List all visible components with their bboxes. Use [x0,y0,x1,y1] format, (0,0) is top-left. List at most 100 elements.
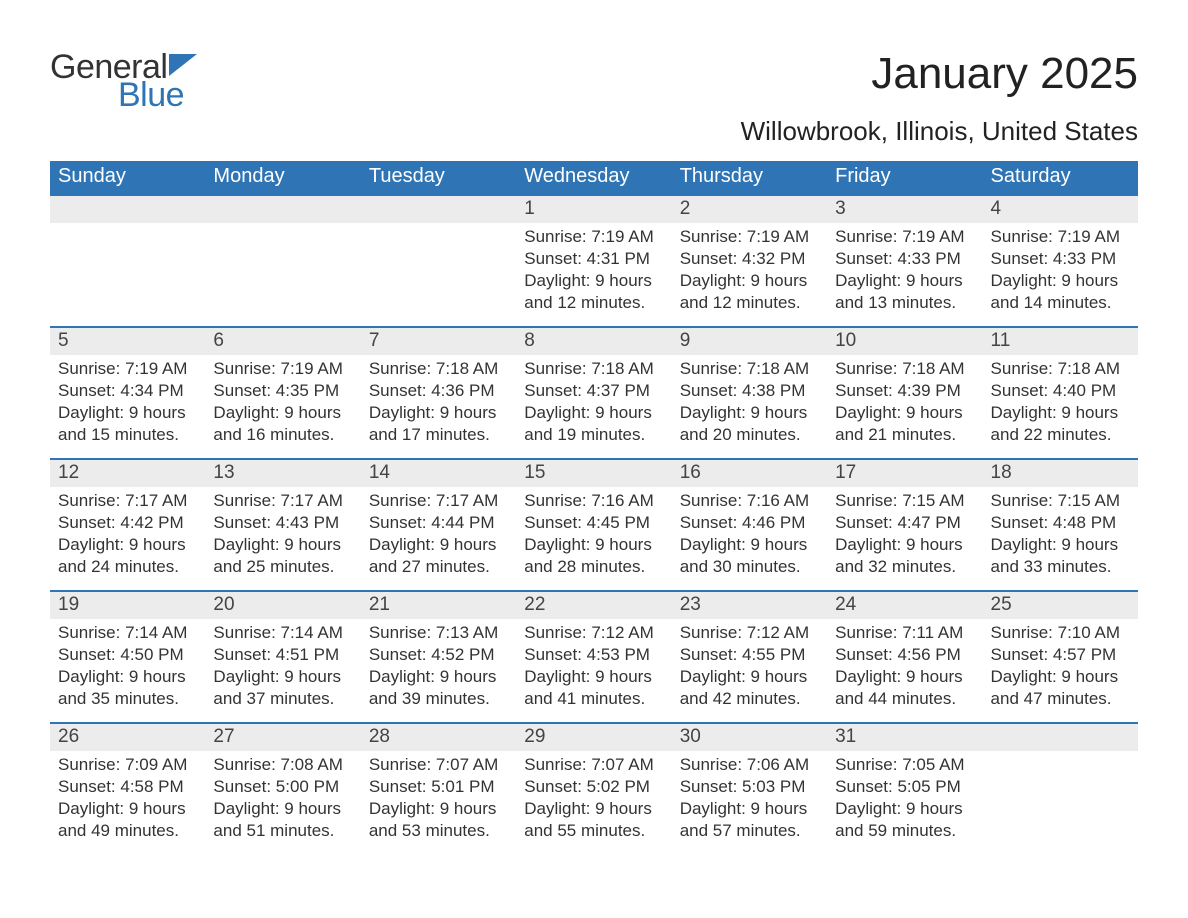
daylight-line-2: and 15 minutes. [58,424,197,446]
sunrise-line: Sunrise: 7:05 AM [835,754,974,776]
title-block: January 2025 Willowbrook, Illinois, Unit… [741,50,1138,147]
calendar-cell: 15Sunrise: 7:16 AMSunset: 4:45 PMDayligh… [516,458,671,590]
daylight-line-1: Daylight: 9 hours [991,402,1130,424]
cell-body: Sunrise: 7:12 AMSunset: 4:53 PMDaylight:… [516,619,671,709]
daylight-line-2: and 49 minutes. [58,820,197,842]
cell-body: Sunrise: 7:17 AMSunset: 4:43 PMDaylight:… [205,487,360,577]
daylight-line-2: and 25 minutes. [213,556,352,578]
daylight-line-1: Daylight: 9 hours [991,270,1130,292]
daylight-line-1: Daylight: 9 hours [58,798,197,820]
sunset-line: Sunset: 4:33 PM [991,248,1130,270]
daylight-line-1: Daylight: 9 hours [58,402,197,424]
daylight-line-1: Daylight: 9 hours [680,402,819,424]
sunset-line: Sunset: 5:05 PM [835,776,974,798]
sunset-line: Sunset: 4:35 PM [213,380,352,402]
daylight-line-2: and 12 minutes. [680,292,819,314]
calendar-body: 1Sunrise: 7:19 AMSunset: 4:31 PMDaylight… [50,194,1138,854]
daylight-line-1: Daylight: 9 hours [835,270,974,292]
calendar-cell: 5Sunrise: 7:19 AMSunset: 4:34 PMDaylight… [50,326,205,458]
weekday-header: Wednesday [516,161,671,194]
sunrise-line: Sunrise: 7:07 AM [524,754,663,776]
sunset-line: Sunset: 4:42 PM [58,512,197,534]
sunrise-line: Sunrise: 7:16 AM [680,490,819,512]
daylight-line-2: and 51 minutes. [213,820,352,842]
calendar-cell: 25Sunrise: 7:10 AMSunset: 4:57 PMDayligh… [983,590,1138,722]
sunrise-line: Sunrise: 7:08 AM [213,754,352,776]
sunrise-line: Sunrise: 7:17 AM [213,490,352,512]
sunset-line: Sunset: 4:40 PM [991,380,1130,402]
sunset-line: Sunset: 4:48 PM [991,512,1130,534]
daylight-line-1: Daylight: 9 hours [213,666,352,688]
daylight-line-1: Daylight: 9 hours [524,270,663,292]
calendar-cell: 12Sunrise: 7:17 AMSunset: 4:42 PMDayligh… [50,458,205,590]
cell-body: Sunrise: 7:16 AMSunset: 4:46 PMDaylight:… [672,487,827,577]
cell-body: Sunrise: 7:06 AMSunset: 5:03 PMDaylight:… [672,751,827,841]
cell-body: Sunrise: 7:05 AMSunset: 5:05 PMDaylight:… [827,751,982,841]
calendar-cell: 11Sunrise: 7:18 AMSunset: 4:40 PMDayligh… [983,326,1138,458]
day-number: 11 [983,326,1138,355]
daylight-line-2: and 21 minutes. [835,424,974,446]
day-number: 27 [205,722,360,751]
day-number: 14 [361,458,516,487]
logo-text-blue: Blue [118,78,203,112]
sunrise-line: Sunrise: 7:09 AM [58,754,197,776]
calendar-cell: 19Sunrise: 7:14 AMSunset: 4:50 PMDayligh… [50,590,205,722]
page: General Blue January 2025 Willowbrook, I… [0,0,1188,854]
daylight-line-1: Daylight: 9 hours [213,798,352,820]
sunrise-line: Sunrise: 7:18 AM [524,358,663,380]
calendar-cell: 8Sunrise: 7:18 AMSunset: 4:37 PMDaylight… [516,326,671,458]
calendar-cell: 9Sunrise: 7:18 AMSunset: 4:38 PMDaylight… [672,326,827,458]
day-number: 29 [516,722,671,751]
sunrise-line: Sunrise: 7:11 AM [835,622,974,644]
sunset-line: Sunset: 4:31 PM [524,248,663,270]
calendar-cell: 20Sunrise: 7:14 AMSunset: 4:51 PMDayligh… [205,590,360,722]
day-number [50,194,205,223]
sunrise-line: Sunrise: 7:13 AM [369,622,508,644]
cell-body: Sunrise: 7:07 AMSunset: 5:01 PMDaylight:… [361,751,516,841]
day-number: 15 [516,458,671,487]
day-number: 6 [205,326,360,355]
cell-body: Sunrise: 7:17 AMSunset: 4:42 PMDaylight:… [50,487,205,577]
sunrise-line: Sunrise: 7:17 AM [369,490,508,512]
cell-body: Sunrise: 7:19 AMSunset: 4:33 PMDaylight:… [827,223,982,313]
calendar-cell-empty [983,722,1138,854]
calendar-cell: 24Sunrise: 7:11 AMSunset: 4:56 PMDayligh… [827,590,982,722]
sunset-line: Sunset: 4:57 PM [991,644,1130,666]
day-number: 19 [50,590,205,619]
cell-body: Sunrise: 7:19 AMSunset: 4:35 PMDaylight:… [205,355,360,445]
sunset-line: Sunset: 4:55 PM [680,644,819,666]
daylight-line-2: and 32 minutes. [835,556,974,578]
daylight-line-1: Daylight: 9 hours [213,534,352,556]
day-number: 1 [516,194,671,223]
day-number: 9 [672,326,827,355]
day-number: 31 [827,722,982,751]
daylight-line-2: and 28 minutes. [524,556,663,578]
day-number: 13 [205,458,360,487]
daylight-line-2: and 20 minutes. [680,424,819,446]
daylight-line-2: and 17 minutes. [369,424,508,446]
calendar-cell: 31Sunrise: 7:05 AMSunset: 5:05 PMDayligh… [827,722,982,854]
sunrise-line: Sunrise: 7:15 AM [991,490,1130,512]
sunset-line: Sunset: 4:58 PM [58,776,197,798]
sunrise-line: Sunrise: 7:14 AM [213,622,352,644]
cell-body: Sunrise: 7:19 AMSunset: 4:34 PMDaylight:… [50,355,205,445]
daylight-line-1: Daylight: 9 hours [524,798,663,820]
cell-body: Sunrise: 7:16 AMSunset: 4:45 PMDaylight:… [516,487,671,577]
day-number: 12 [50,458,205,487]
calendar-cell: 17Sunrise: 7:15 AMSunset: 4:47 PMDayligh… [827,458,982,590]
daylight-line-1: Daylight: 9 hours [524,666,663,688]
cell-body: Sunrise: 7:08 AMSunset: 5:00 PMDaylight:… [205,751,360,841]
day-number: 21 [361,590,516,619]
sunrise-line: Sunrise: 7:18 AM [680,358,819,380]
sunset-line: Sunset: 4:36 PM [369,380,508,402]
sunrise-line: Sunrise: 7:07 AM [369,754,508,776]
sunset-line: Sunset: 4:45 PM [524,512,663,534]
day-number [205,194,360,223]
cell-body: Sunrise: 7:18 AMSunset: 4:38 PMDaylight:… [672,355,827,445]
sunset-line: Sunset: 4:37 PM [524,380,663,402]
sunrise-line: Sunrise: 7:19 AM [213,358,352,380]
calendar-cell: 2Sunrise: 7:19 AMSunset: 4:32 PMDaylight… [672,194,827,326]
day-number: 28 [361,722,516,751]
cell-body: Sunrise: 7:09 AMSunset: 4:58 PMDaylight:… [50,751,205,841]
daylight-line-2: and 30 minutes. [680,556,819,578]
